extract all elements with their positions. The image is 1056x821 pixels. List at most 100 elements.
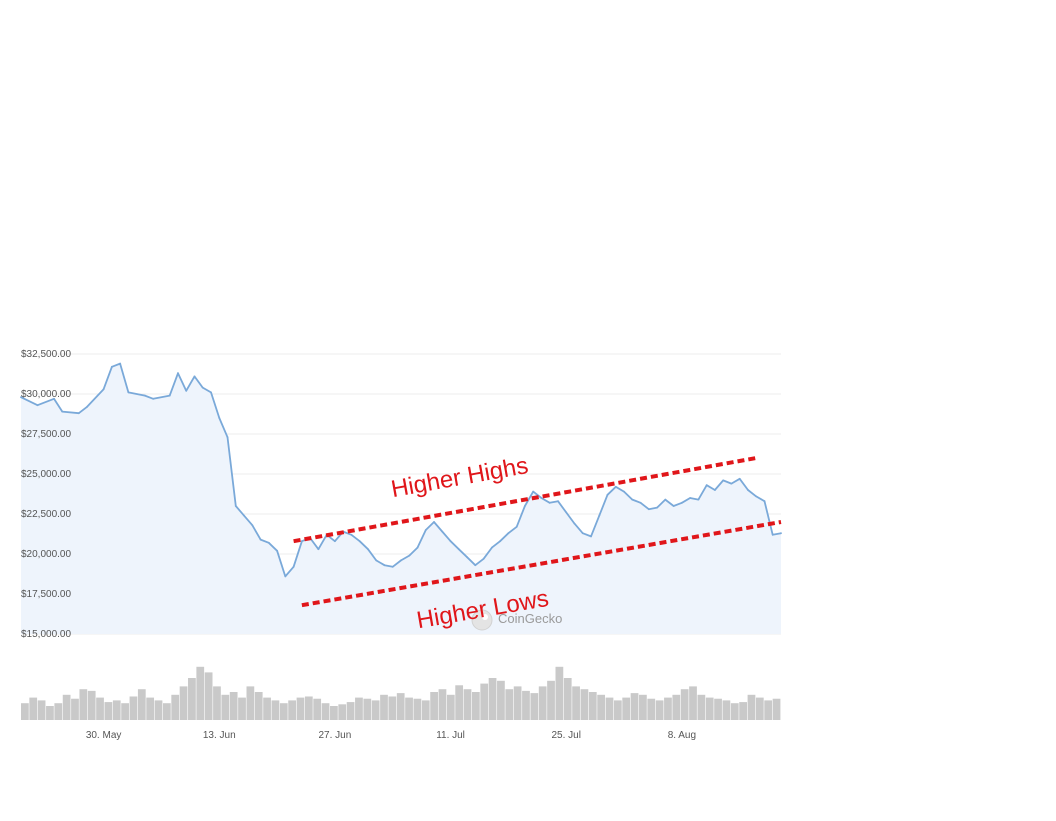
volume-bar [221, 694, 230, 720]
price-point [590, 535, 592, 538]
volume-bar [112, 700, 121, 720]
volume-bar [605, 697, 614, 720]
volume-bar [380, 694, 388, 720]
price-point [226, 436, 229, 439]
volume-bar [722, 700, 731, 720]
price-point [61, 410, 64, 413]
volume-bar [146, 697, 155, 720]
price-point [201, 386, 204, 389]
volume-bar [213, 686, 221, 720]
volume-bar [689, 686, 697, 720]
x-tick-label: 30. May [86, 730, 122, 741]
price-point [490, 546, 493, 549]
price-point [457, 548, 460, 551]
volume-bar [330, 706, 338, 720]
volume-bar [62, 694, 71, 720]
volume-bar [647, 698, 656, 720]
y-tick-label: $20,000.00 [21, 549, 71, 560]
volume-bar [346, 702, 355, 720]
volume-bar [480, 683, 489, 720]
price-point [251, 524, 254, 527]
price-point [358, 540, 361, 543]
volume-bar [321, 703, 330, 720]
price-point [375, 559, 378, 562]
price-point [300, 540, 303, 543]
volume-bar [338, 704, 347, 720]
price-point [210, 391, 212, 394]
price-point [36, 404, 39, 407]
price-point [540, 497, 543, 499]
price-point [507, 532, 510, 535]
y-tick-label: $17,500.00 [21, 589, 71, 600]
volume-bar [580, 689, 589, 720]
x-tick-label: 25. Jul [551, 730, 580, 741]
higher-lows-trendline [301, 520, 782, 608]
volume-bars [21, 666, 781, 720]
volume-bar [137, 689, 146, 720]
price-point [689, 497, 692, 499]
volume-bar [363, 698, 372, 720]
price-point [532, 490, 535, 493]
volume-bar [430, 692, 438, 720]
y-tick-label: $32,500.00 [21, 349, 71, 360]
price-point [730, 482, 733, 485]
volume-bar [672, 694, 681, 720]
x-axis-ticks: 30. May 13. Jun 27. Jun 11. Jul 25. Jul 8. Au… [86, 730, 696, 741]
price-point [317, 548, 320, 551]
volume-bar [538, 686, 547, 720]
price-point [631, 498, 634, 501]
volume-bar [697, 694, 706, 720]
volume-bar [71, 698, 79, 720]
price-point [110, 365, 113, 368]
y-tick-label: $27,500.00 [21, 429, 71, 440]
y-tick-label: $25,000.00 [21, 469, 71, 480]
price-point [408, 554, 411, 557]
price-point [581, 532, 584, 535]
volume-bar [313, 698, 322, 720]
higher-highs-trendline [293, 456, 757, 544]
volume-bar [630, 693, 639, 720]
volume-bar [622, 697, 631, 720]
volume-bar [680, 689, 689, 720]
price-point [185, 389, 188, 392]
price-point [763, 500, 766, 503]
volume-bar [747, 694, 756, 720]
volume-bar [263, 697, 271, 720]
price-point [424, 529, 427, 531]
volume-bar [396, 693, 405, 720]
volume-bar [271, 700, 280, 720]
coingecko-logo-eye-icon [482, 614, 488, 620]
price-point [482, 557, 485, 560]
volume-bar [96, 697, 104, 720]
price-point [573, 522, 576, 525]
y-tick-label: $15,000.00 [21, 629, 71, 640]
price-point [259, 538, 262, 541]
price-point [606, 493, 609, 496]
price-point [168, 394, 171, 397]
price-point [680, 501, 683, 504]
volume-bar [714, 698, 722, 720]
volume-bar [739, 702, 747, 720]
price-point [557, 500, 559, 503]
volume-bar [513, 686, 522, 720]
price-point [780, 532, 782, 535]
x-tick-label: 8. Aug [668, 730, 696, 741]
volume-bar [104, 702, 113, 720]
volume-bar [37, 700, 46, 720]
price-point [267, 541, 270, 544]
volume-bar [705, 697, 714, 720]
volume-bar [530, 693, 539, 720]
price-point [152, 397, 155, 400]
volume-bar [639, 694, 647, 720]
price-point [53, 397, 55, 400]
price-point [524, 505, 526, 507]
price-area-fill [21, 363, 781, 634]
volume-bar [296, 697, 305, 720]
volume-bar [162, 703, 171, 720]
price-point [86, 405, 88, 408]
price-point [119, 362, 122, 365]
price-point [738, 477, 741, 480]
higher-highs-label: Higher Highs [389, 452, 530, 503]
volume-bar [613, 700, 622, 720]
volume-bar [547, 680, 555, 720]
